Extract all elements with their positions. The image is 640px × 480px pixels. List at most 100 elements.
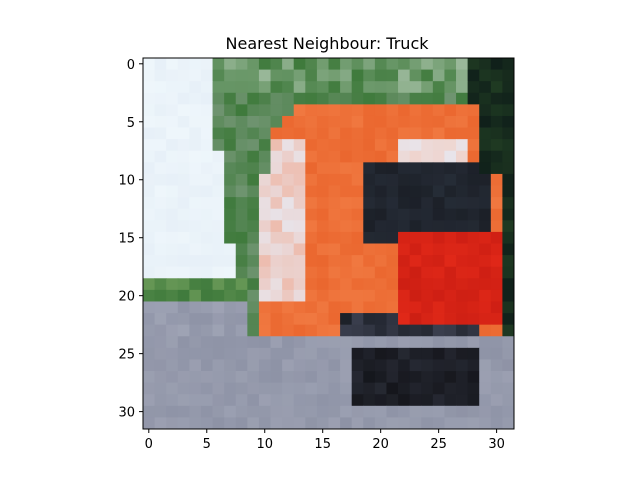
pixel-10-5 bbox=[258, 115, 271, 128]
pixel-28-31 bbox=[467, 417, 480, 430]
pixel-11-30 bbox=[270, 405, 283, 418]
pixel-31-31 bbox=[502, 417, 515, 430]
pixel-7-17 bbox=[224, 255, 237, 268]
pixel-12-17 bbox=[282, 255, 295, 268]
pixel-8-9 bbox=[235, 162, 248, 175]
pixel-11-6 bbox=[270, 127, 283, 140]
pixel-31-8 bbox=[502, 150, 515, 163]
pixel-3-31 bbox=[177, 417, 190, 430]
pixel-3-12 bbox=[177, 197, 190, 210]
pixel-12-1 bbox=[282, 69, 295, 82]
pixel-18-15 bbox=[351, 231, 364, 244]
pixel-25-20 bbox=[432, 289, 445, 302]
pixel-18-2 bbox=[351, 81, 364, 94]
pixel-31-27 bbox=[502, 371, 515, 384]
pixel-17-31 bbox=[340, 417, 353, 430]
pixel-12-10 bbox=[282, 173, 295, 186]
pixel-26-29 bbox=[444, 394, 457, 407]
pixel-18-25 bbox=[351, 347, 364, 360]
pixel-12-5 bbox=[282, 115, 295, 128]
pixel-9-4 bbox=[247, 104, 260, 117]
pixel-0-22 bbox=[143, 313, 155, 326]
pixel-26-26 bbox=[444, 359, 457, 372]
pixel-12-23 bbox=[282, 324, 295, 337]
pixel-0-6 bbox=[143, 127, 155, 140]
pixel-8-2 bbox=[235, 81, 248, 94]
pixel-1-12 bbox=[154, 197, 167, 210]
pixel-14-9 bbox=[305, 162, 318, 175]
pixel-1-17 bbox=[154, 255, 167, 268]
pixel-27-18 bbox=[456, 266, 469, 279]
pixel-28-19 bbox=[467, 278, 480, 291]
pixel-22-4 bbox=[398, 104, 411, 117]
pixel-29-5 bbox=[479, 115, 492, 128]
pixel-5-22 bbox=[200, 313, 213, 326]
pixel-14-24 bbox=[305, 336, 318, 349]
pixel-9-1 bbox=[247, 69, 260, 82]
pixel-1-26 bbox=[154, 359, 167, 372]
pixel-28-20 bbox=[467, 289, 480, 302]
pixel-20-3 bbox=[374, 92, 387, 105]
pixel-17-7 bbox=[340, 139, 353, 152]
pixel-19-27 bbox=[363, 371, 376, 384]
pixel-2-5 bbox=[166, 115, 179, 128]
pixel-2-4 bbox=[166, 104, 179, 117]
pixel-26-6 bbox=[444, 127, 457, 140]
pixel-7-22 bbox=[224, 313, 237, 326]
pixel-6-11 bbox=[212, 185, 225, 198]
pixel-13-21 bbox=[293, 301, 306, 314]
pixel-16-28 bbox=[328, 382, 341, 395]
pixel-14-10 bbox=[305, 173, 318, 186]
pixel-14-20 bbox=[305, 289, 318, 302]
pixel-29-7 bbox=[479, 139, 492, 152]
pixel-5-14 bbox=[200, 220, 213, 233]
pixel-25-1 bbox=[432, 69, 445, 82]
pixel-23-12 bbox=[409, 197, 422, 210]
pixel-12-16 bbox=[282, 243, 295, 256]
pixel-7-26 bbox=[224, 359, 237, 372]
pixel-2-21 bbox=[166, 301, 179, 314]
pixel-22-0 bbox=[398, 58, 411, 70]
pixel-5-4 bbox=[200, 104, 213, 117]
pixel-3-3 bbox=[177, 92, 190, 105]
pixel-4-7 bbox=[189, 139, 202, 152]
pixel-21-4 bbox=[386, 104, 399, 117]
pixel-10-6 bbox=[258, 127, 271, 140]
pixel-20-4 bbox=[374, 104, 387, 117]
pixel-0-8 bbox=[143, 150, 155, 163]
pixel-7-18 bbox=[224, 266, 237, 279]
chart-title: Nearest Neighbour: Truck bbox=[226, 34, 430, 53]
pixel-25-7 bbox=[432, 139, 445, 152]
pixel-6-13 bbox=[212, 208, 225, 221]
pixel-25-22 bbox=[432, 313, 445, 326]
pixel-30-19 bbox=[490, 278, 503, 291]
pixel-30-6 bbox=[490, 127, 503, 140]
pixel-5-6 bbox=[200, 127, 213, 140]
pixel-1-29 bbox=[154, 394, 167, 407]
pixel-18-17 bbox=[351, 255, 364, 268]
pixel-4-10 bbox=[189, 173, 202, 186]
pixel-29-10 bbox=[479, 173, 492, 186]
pixel-14-7 bbox=[305, 139, 318, 152]
pixel-15-22 bbox=[316, 313, 329, 326]
pixel-23-25 bbox=[409, 347, 422, 360]
pixel-0-14 bbox=[143, 220, 155, 233]
pixel-11-27 bbox=[270, 371, 283, 384]
pixel-15-18 bbox=[316, 266, 329, 279]
pixel-30-14 bbox=[490, 220, 503, 233]
pixel-6-6 bbox=[212, 127, 225, 140]
pixel-24-5 bbox=[421, 115, 434, 128]
pixel-25-12 bbox=[432, 197, 445, 210]
pixel-22-20 bbox=[398, 289, 411, 302]
pixel-23-31 bbox=[409, 417, 422, 430]
pixel-22-21 bbox=[398, 301, 411, 314]
pixel-27-27 bbox=[456, 371, 469, 384]
pixel-23-13 bbox=[409, 208, 422, 221]
pixel-2-1 bbox=[166, 69, 179, 82]
pixel-5-23 bbox=[200, 324, 213, 337]
pixel-19-28 bbox=[363, 382, 376, 395]
pixel-10-4 bbox=[258, 104, 271, 117]
pixel-3-6 bbox=[177, 127, 190, 140]
pixel-6-22 bbox=[212, 313, 225, 326]
pixel-30-27 bbox=[490, 371, 503, 384]
